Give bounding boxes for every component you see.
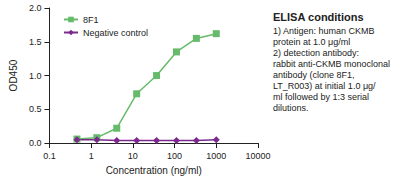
- svg-text:protein at 1.0 μg/ml: protein at 1.0 μg/ml: [273, 37, 350, 47]
- svg-text:10000: 10000: [245, 151, 270, 161]
- svg-text:LT_R003) at initial 1.0 μg/: LT_R003) at initial 1.0 μg/: [273, 81, 376, 91]
- svg-text:1.0: 1.0: [29, 71, 42, 81]
- svg-text:dilutions.: dilutions.: [273, 103, 309, 113]
- svg-text:1: 1: [89, 151, 94, 161]
- svg-text:ELISA conditions: ELISA conditions: [273, 11, 364, 23]
- svg-text:Negative control: Negative control: [83, 28, 148, 38]
- svg-text:10: 10: [128, 151, 138, 161]
- svg-text:8F1: 8F1: [83, 15, 99, 25]
- svg-text:0.0: 0.0: [29, 138, 42, 148]
- svg-text:1) Antigen: human CKMB: 1) Antigen: human CKMB: [273, 26, 375, 36]
- svg-text:ml followed by 1:3 serial: ml followed by 1:3 serial: [273, 92, 369, 102]
- svg-text:1.5: 1.5: [29, 37, 42, 47]
- svg-text:100: 100: [167, 151, 182, 161]
- svg-text:OD450: OD450: [8, 59, 19, 91]
- svg-text:2.0: 2.0: [29, 3, 42, 13]
- svg-text:1000: 1000: [206, 151, 226, 161]
- svg-text:Concentration (ng/ml): Concentration (ng/ml): [106, 165, 202, 176]
- svg-text:rabbit anti-CKMB monoclonal: rabbit anti-CKMB monoclonal: [273, 59, 390, 69]
- svg-text:antibody (clone 8F1,: antibody (clone 8F1,: [273, 70, 355, 80]
- svg-text:0.5: 0.5: [29, 104, 42, 114]
- svg-text:0.1: 0.1: [43, 151, 56, 161]
- svg-text:2) detection antibody:: 2) detection antibody:: [273, 48, 359, 58]
